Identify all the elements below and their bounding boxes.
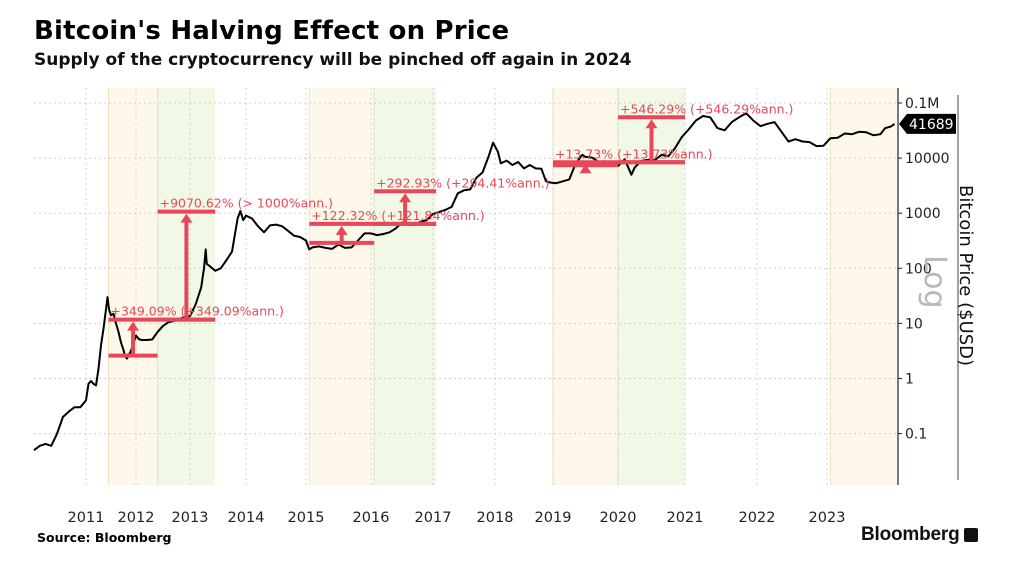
x-tick-label: 2017 bbox=[415, 510, 452, 526]
x-tick-label: 2015 bbox=[288, 510, 325, 526]
band-post-halving bbox=[374, 88, 437, 485]
annotation-label: +13.73% (+13.73%ann.) bbox=[555, 146, 712, 161]
annotation-label: +546.29% (+546.29%ann.) bbox=[620, 101, 793, 116]
annotation-arrow-head bbox=[127, 321, 140, 331]
x-tick-label: 2016 bbox=[353, 510, 390, 526]
x-tick-label: 2019 bbox=[535, 510, 572, 526]
band-pre-halving bbox=[108, 88, 158, 485]
x-tick-label: 2012 bbox=[118, 510, 155, 526]
chart-subtitle: Supply of the cryptocurrency will be pin… bbox=[34, 50, 632, 70]
annotation-arrow-head bbox=[335, 225, 348, 235]
y-tick-label: 10000 bbox=[905, 151, 950, 167]
x-tick-label: 2011 bbox=[68, 510, 105, 526]
annotation-label: +292.93% (+294.41%ann.) bbox=[376, 175, 549, 190]
chart-title: Bitcoin's Halving Effect on Price bbox=[34, 16, 510, 46]
x-tick-label: 2014 bbox=[228, 510, 265, 526]
x-tick-label: 2021 bbox=[667, 510, 704, 526]
y-tick-label: 100 bbox=[905, 261, 932, 277]
y-tick-label: 1000 bbox=[905, 206, 941, 222]
band-pre-halving bbox=[830, 88, 898, 485]
annotation-arrow-head bbox=[180, 213, 193, 223]
y-tick-label: 0.1 bbox=[905, 427, 927, 443]
y-axis-title: Bitcoin Price ($USD) bbox=[955, 185, 976, 366]
x-tick-label: 2018 bbox=[477, 510, 514, 526]
last-price-badge: 41689 bbox=[899, 113, 956, 134]
last-price-badge-shape bbox=[899, 113, 956, 134]
bloomberg-logo: Bloomberg bbox=[861, 524, 960, 545]
y-tick-label: 10 bbox=[905, 316, 923, 332]
y-tick-label: 0.1M bbox=[905, 96, 939, 112]
last-price-value: 41689 bbox=[909, 117, 954, 133]
annotation-arrow-head bbox=[399, 193, 412, 203]
x-axis: 2011 2012 2013 2014 2015 2016 2017 2018 2019 2020… bbox=[68, 510, 846, 526]
annotation-label: +122.32% (+121.84%ann.) bbox=[311, 208, 484, 223]
grid-lines bbox=[34, 88, 898, 485]
log-scale-label: Log bbox=[917, 255, 952, 309]
source-note: Source: Bloomberg bbox=[37, 530, 172, 545]
x-tick-label: 2020 bbox=[600, 510, 637, 526]
annotation-label: +9070.62% (> 1000%ann.) bbox=[160, 196, 333, 211]
x-tick-label: 2023 bbox=[809, 510, 846, 526]
annotation-arrow-head bbox=[579, 164, 592, 174]
x-tick-label: 2022 bbox=[739, 510, 776, 526]
halving-bands bbox=[108, 88, 898, 485]
band-pre-halving bbox=[553, 88, 618, 485]
x-tick-label: 2013 bbox=[172, 510, 209, 526]
y-axis: 0.1M 10000 1000 100 10 1 0.1 bbox=[897, 88, 959, 485]
y-tick-label: 1 bbox=[905, 372, 914, 388]
annotation-arrow-head bbox=[645, 119, 658, 129]
annotation-label: +349.09% (+349.09%ann.) bbox=[111, 304, 284, 319]
bloomberg-chart-icon bbox=[964, 528, 978, 542]
band-pre-halving bbox=[309, 88, 375, 485]
annotations: +349.09% (+349.09%ann.) +9070.62% (> 1000… bbox=[108, 101, 793, 358]
